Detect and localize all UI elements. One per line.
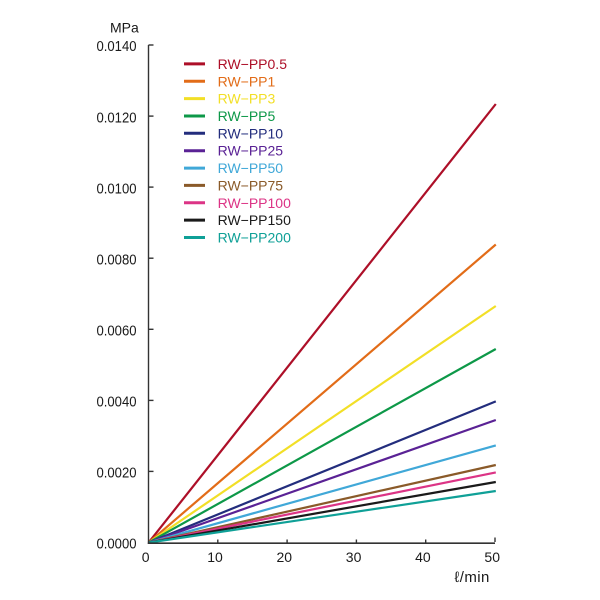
svg-text:0.0140: 0.0140 bbox=[97, 39, 137, 55]
svg-text:30: 30 bbox=[346, 549, 362, 565]
svg-text:RW−PP1: RW−PP1 bbox=[218, 73, 276, 89]
svg-text:10: 10 bbox=[207, 549, 223, 565]
svg-text:20: 20 bbox=[277, 549, 293, 565]
svg-text:RW−PP50: RW−PP50 bbox=[218, 160, 284, 176]
svg-text:0.0040: 0.0040 bbox=[97, 395, 137, 411]
svg-text:MPa: MPa bbox=[110, 20, 139, 36]
svg-text:ℓ/min: ℓ/min bbox=[455, 569, 490, 586]
svg-text:0.0020: 0.0020 bbox=[97, 466, 137, 482]
svg-text:RW−PP100: RW−PP100 bbox=[218, 195, 291, 211]
svg-text:RW−PP200: RW−PP200 bbox=[218, 230, 291, 246]
svg-text:50: 50 bbox=[484, 549, 500, 565]
svg-text:0.0060: 0.0060 bbox=[97, 324, 137, 340]
svg-text:RW−PP5: RW−PP5 bbox=[218, 108, 276, 124]
svg-text:0.0100: 0.0100 bbox=[97, 181, 137, 197]
svg-text:RW−PP3: RW−PP3 bbox=[218, 91, 276, 107]
svg-text:40: 40 bbox=[415, 549, 431, 565]
svg-text:RW−PP75: RW−PP75 bbox=[218, 177, 284, 193]
svg-text:0.0120: 0.0120 bbox=[97, 110, 137, 126]
svg-text:RW−PP25: RW−PP25 bbox=[218, 143, 284, 159]
svg-text:RW−PP10: RW−PP10 bbox=[218, 125, 284, 141]
svg-text:0: 0 bbox=[142, 549, 150, 565]
svg-text:0.0080: 0.0080 bbox=[97, 252, 137, 268]
svg-text:RW−PP0.5: RW−PP0.5 bbox=[218, 56, 288, 72]
svg-text:RW−PP150: RW−PP150 bbox=[218, 212, 291, 228]
svg-text:0.0000: 0.0000 bbox=[97, 537, 137, 553]
